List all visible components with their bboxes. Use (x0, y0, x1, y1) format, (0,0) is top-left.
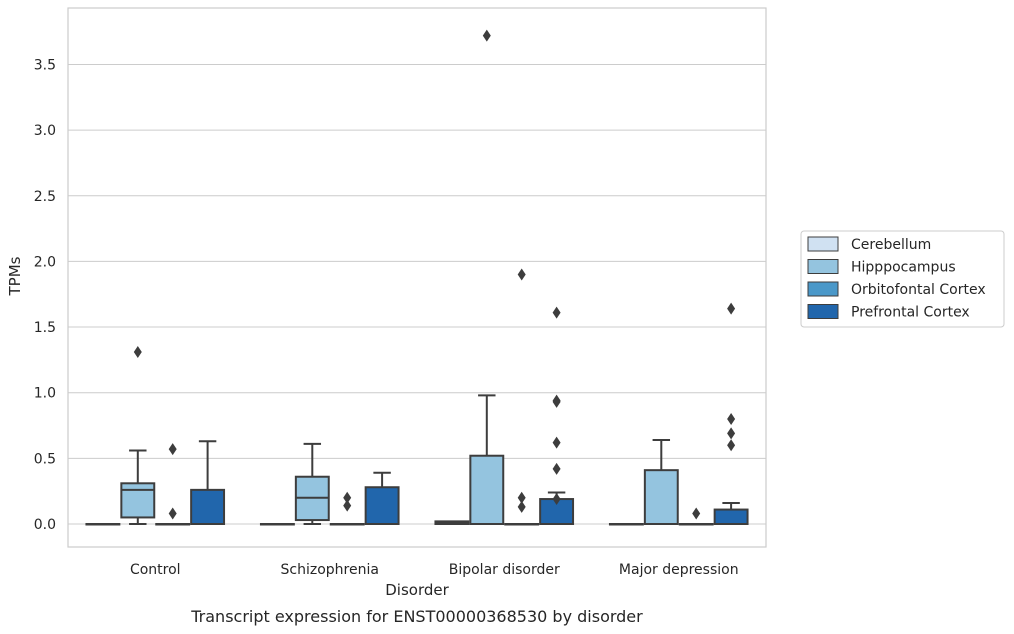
outlier-point (168, 507, 177, 520)
x-tick-label: Schizophrenia (281, 562, 379, 578)
y-tick-label: 1.5 (34, 320, 56, 336)
grid-lines (68, 63, 766, 525)
x-tick-label: Bipolar disorder (449, 562, 560, 578)
outlier-point (727, 412, 736, 425)
box-hipppocampus (469, 454, 505, 525)
outlier-point (727, 439, 736, 452)
outlier-point (552, 493, 561, 506)
x-tick-label: Major depression (619, 562, 739, 578)
y-tick-label: 0.0 (34, 517, 56, 533)
x-axis-ticks: Control Schizophrenia Bipolar disorder Majo… (130, 562, 739, 578)
outlier-point (517, 491, 526, 504)
box-hipppocampus (643, 469, 679, 525)
legend-label: Cerebellum (851, 237, 931, 253)
outlier-point (133, 345, 142, 358)
outlier-point (168, 443, 177, 456)
outlier-point (552, 462, 561, 475)
y-tick-label: 0.5 (34, 451, 56, 467)
y-axis-ticks: 0.0 0.5 1.0 1.5 2.0 2.5 3.0 3.5 (34, 57, 56, 533)
outlier-point (552, 436, 561, 449)
outlier-point (343, 499, 352, 512)
y-tick-label: 2.0 (34, 254, 56, 270)
box-plot-elements (85, 29, 749, 526)
outlier-point (552, 306, 561, 319)
legend-swatch (807, 281, 839, 297)
y-tick-label: 3.5 (34, 57, 56, 73)
y-tick-label: 1.0 (34, 386, 56, 402)
legend-label: Orbitofontal Cortex (851, 282, 986, 298)
outlier-point (727, 302, 736, 315)
chart-caption: Transcript expression for ENST0000036853… (190, 607, 643, 626)
legend-label: Hipppocampus (851, 260, 956, 276)
y-tick-label: 2.5 (34, 189, 56, 205)
legend-swatch (807, 236, 839, 252)
outlier-point (482, 29, 491, 42)
legend-swatch (807, 304, 839, 319)
legend-frame (800, 230, 1005, 328)
box-prefrontal-cortex (190, 488, 226, 525)
outlier-point (517, 268, 526, 281)
x-axis-label: Disorder (385, 581, 449, 599)
box-prefrontal-cortex (364, 486, 400, 525)
outlier-point (517, 500, 526, 513)
legend: Cerebellum Hipppocampus Orbitofontal Corte… (800, 230, 1005, 328)
outlier-point (552, 395, 561, 408)
outlier-point (692, 507, 701, 520)
y-axis-label: TPMs (6, 256, 24, 296)
plot-frame (67, 7, 767, 548)
outlier-point (343, 491, 352, 504)
outlier-point (727, 427, 736, 440)
box-hipppocampus (120, 482, 156, 519)
legend-swatch (807, 259, 839, 274)
box-prefrontal-cortex (713, 508, 749, 526)
legend-label: Prefrontal Cortex (851, 305, 970, 321)
y-tick-label: 3.0 (34, 123, 56, 139)
x-tick-label: Control (130, 562, 181, 578)
